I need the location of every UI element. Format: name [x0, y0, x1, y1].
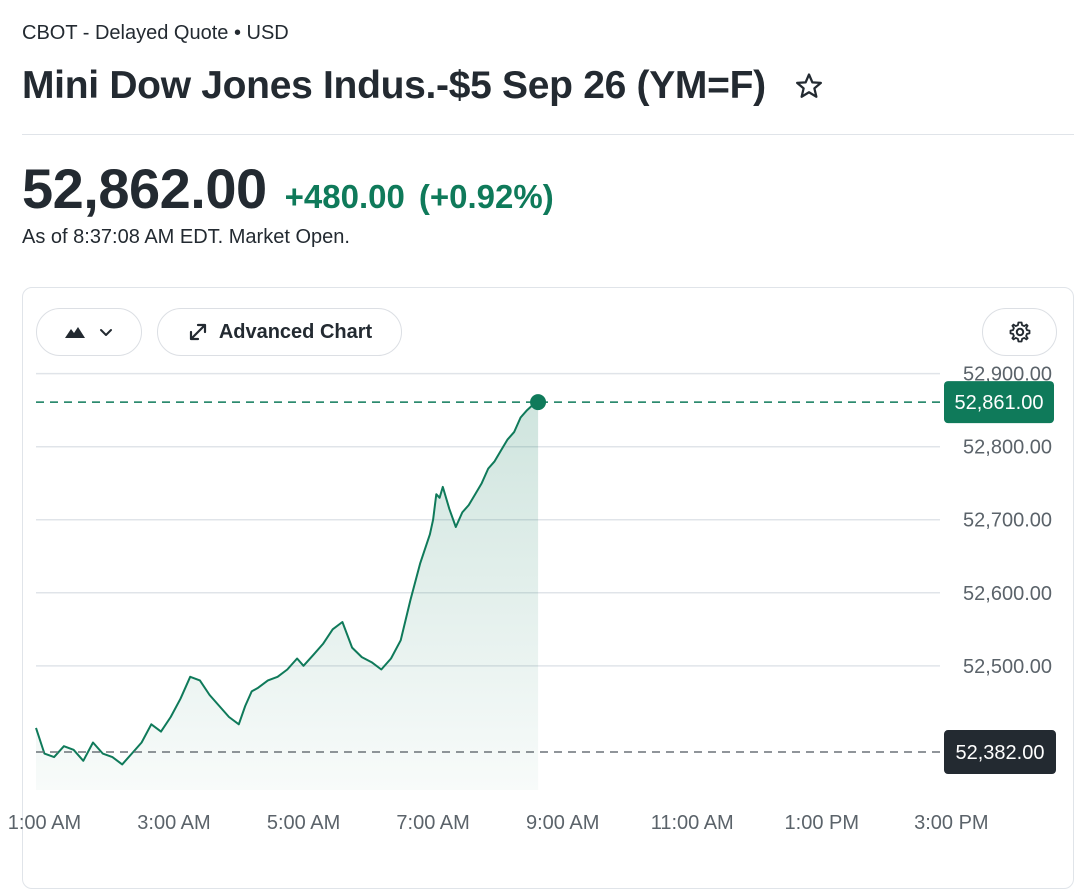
chart-settings-button[interactable] — [982, 308, 1057, 356]
y-tick-label: 52,600.00 — [963, 583, 1052, 605]
advanced-chart-button[interactable]: Advanced Chart — [157, 308, 402, 356]
header-divider — [22, 134, 1074, 135]
price-change-percent: (+0.92%) — [418, 178, 554, 215]
chart-type-button[interactable] — [36, 308, 142, 356]
x-tick-label: 11:00 AM — [651, 812, 734, 834]
chevron-down-icon — [100, 329, 112, 336]
title-row: Mini Dow Jones Indus.-$5 Sep 26 (YM=F) — [22, 64, 824, 108]
mountain-icon — [65, 327, 85, 338]
y-tick-label: 52,800.00 — [963, 437, 1052, 459]
chart-area — [35, 401, 539, 790]
current-price-badge-label: 52,861.00 — [955, 392, 1044, 414]
y-tick-label: 52,700.00 — [963, 510, 1052, 532]
y-tick-label: 52,900.00 — [963, 364, 1052, 386]
expand-icon — [189, 323, 206, 341]
y-axis: 52,900.00 52,800.00 52,700.00 52,600.00 52,5… — [963, 364, 1052, 678]
gear-icon — [1009, 321, 1030, 343]
price-badges: 52,861.00 52,382.00 — [944, 381, 1056, 775]
x-axis: 1:00 AM 3:00 AM 5:00 AM 7:00 AM 9:00 AM 11:00… — [8, 812, 989, 834]
exchange-line: CBOT - Delayed Quote • USD — [22, 22, 289, 44]
previous-close-badge-label: 52,382.00 — [956, 742, 1045, 764]
y-tick-label: 52,500.00 — [963, 656, 1052, 678]
price-change: +480.00 — [284, 178, 405, 215]
page-title: Mini Dow Jones Indus.-$5 Sep 26 (YM=F) — [22, 64, 766, 107]
market-status: As of 8:37:08 AM EDT. Market Open. — [22, 226, 350, 248]
current-price: 52,862.00 — [22, 157, 267, 220]
x-tick-label: 3:00 AM — [137, 812, 210, 834]
series-area — [36, 402, 539, 790]
quote-row: 52,862.00 +480.00 (+0.92%) — [22, 156, 554, 221]
x-tick-label: 7:00 AM — [396, 812, 469, 834]
current-price-badge — [944, 381, 1054, 424]
advanced-chart-label: Advanced Chart — [218, 320, 373, 343]
x-tick-label: 1:00 PM — [785, 812, 859, 834]
x-tick-label: 5:00 AM — [267, 812, 340, 834]
reference-lines — [36, 394, 945, 753]
x-tick-label: 3:00 PM — [914, 812, 988, 834]
series-line — [35, 401, 539, 766]
star-icon[interactable] — [794, 71, 824, 101]
previous-close-badge — [944, 730, 1056, 775]
current-price-marker — [530, 394, 547, 411]
x-tick-label: 9:00 AM — [526, 812, 599, 834]
x-tick-label: 1:00 AM — [8, 812, 81, 834]
